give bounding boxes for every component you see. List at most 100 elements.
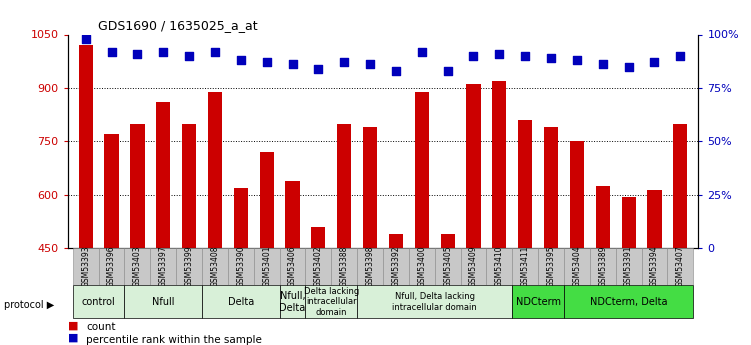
Point (364, 62, 376, 67)
Bar (98, 248, 125, 285)
Text: ■: ■ (68, 321, 78, 331)
Bar (150, 248, 176, 285)
Bar (668, 248, 693, 285)
Point (493, 51, 505, 57)
Bar (383, 248, 409, 285)
Bar (285, 181, 300, 248)
Bar (306, 285, 357, 318)
Bar (130, 124, 144, 248)
Text: GDS1690 / 1635025_a_at: GDS1690 / 1635025_a_at (98, 19, 258, 32)
Bar (512, 285, 564, 318)
Bar (518, 120, 532, 248)
Text: control: control (82, 297, 116, 307)
Text: Nfull, Delta lacking
intracellular domain: Nfull, Delta lacking intracellular domai… (392, 292, 477, 312)
Text: count: count (86, 322, 116, 332)
Bar (357, 248, 383, 285)
Bar (435, 248, 460, 285)
Point (312, 66, 324, 71)
Text: GSM53389: GSM53389 (599, 246, 608, 287)
Bar (441, 234, 455, 248)
Bar (234, 188, 248, 248)
Text: GSM53397: GSM53397 (158, 246, 167, 287)
Bar (337, 124, 351, 248)
Point (106, 49, 118, 55)
Bar (616, 248, 641, 285)
Point (545, 55, 557, 61)
Text: NDCterm: NDCterm (516, 297, 561, 307)
Text: GSM53395: GSM53395 (547, 246, 556, 287)
Text: GSM53410: GSM53410 (495, 246, 504, 287)
Bar (622, 197, 636, 248)
Bar (104, 134, 119, 248)
Text: Nfull: Nfull (152, 297, 174, 307)
Text: GSM53388: GSM53388 (339, 246, 348, 287)
Bar (208, 91, 222, 248)
Text: NDCterm, Delta: NDCterm, Delta (590, 297, 668, 307)
Text: GSM53411: GSM53411 (520, 246, 529, 287)
Bar (570, 141, 584, 248)
Point (467, 53, 479, 59)
Bar (73, 248, 98, 285)
Point (157, 49, 169, 55)
Text: GSM53391: GSM53391 (624, 246, 633, 287)
Text: GSM53398: GSM53398 (366, 246, 375, 287)
Text: percentile rank within the sample: percentile rank within the sample (86, 335, 262, 345)
Point (235, 57, 247, 63)
Bar (125, 285, 202, 318)
Point (80, 36, 92, 41)
Point (209, 49, 221, 55)
Bar (538, 248, 564, 285)
Bar (409, 248, 435, 285)
Text: GSM53400: GSM53400 (418, 246, 427, 287)
Text: GSM53409: GSM53409 (469, 246, 478, 287)
Bar (279, 248, 306, 285)
Bar (125, 248, 150, 285)
Bar (492, 81, 506, 248)
Bar (466, 85, 481, 248)
Text: GSM53405: GSM53405 (443, 246, 452, 287)
Text: GSM53396: GSM53396 (107, 246, 116, 287)
Bar (176, 248, 202, 285)
Point (416, 49, 428, 55)
Text: GSM53402: GSM53402 (314, 246, 323, 287)
Text: Delta: Delta (228, 297, 254, 307)
Point (442, 68, 454, 73)
Point (287, 62, 299, 67)
Bar (73, 285, 125, 318)
Bar (647, 189, 662, 248)
Bar (415, 91, 429, 248)
Point (648, 60, 660, 65)
Bar (564, 285, 693, 318)
Text: GSM53394: GSM53394 (650, 246, 659, 287)
Bar (596, 186, 610, 248)
Text: GSM53399: GSM53399 (185, 246, 194, 287)
Bar (512, 248, 538, 285)
Bar (564, 248, 590, 285)
Bar (260, 152, 274, 248)
Text: GSM53390: GSM53390 (237, 246, 246, 287)
Point (597, 62, 609, 67)
Bar (389, 234, 403, 248)
Bar (254, 248, 279, 285)
Text: GSM53407: GSM53407 (676, 246, 685, 287)
Bar (331, 248, 357, 285)
Bar (487, 248, 512, 285)
Point (131, 51, 143, 57)
Text: protocol ▶: protocol ▶ (4, 300, 54, 310)
Bar (590, 248, 616, 285)
Text: Nfull,
Delta: Nfull, Delta (279, 291, 306, 313)
Point (261, 60, 273, 65)
Point (183, 53, 195, 59)
Point (519, 53, 531, 59)
Bar (228, 248, 254, 285)
Text: GSM53403: GSM53403 (133, 246, 142, 287)
Bar (357, 285, 512, 318)
Bar (544, 127, 558, 248)
Bar (311, 227, 325, 248)
Text: GSM53404: GSM53404 (572, 246, 581, 287)
Point (571, 57, 583, 63)
Text: Delta lacking
intracellular
domain: Delta lacking intracellular domain (303, 287, 359, 317)
Text: GSM53408: GSM53408 (210, 246, 219, 287)
Bar (202, 285, 279, 318)
Text: GSM53392: GSM53392 (391, 246, 400, 287)
